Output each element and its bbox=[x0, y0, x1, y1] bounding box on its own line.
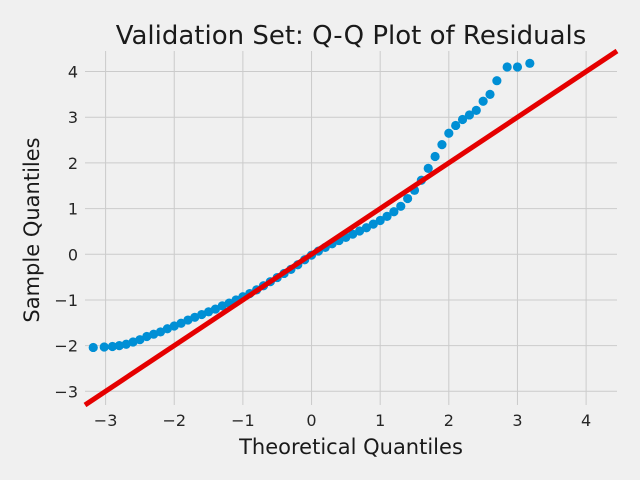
y-tick-label: −3 bbox=[54, 382, 78, 401]
residual-point bbox=[155, 327, 166, 337]
y-axis-title: Sample Quantiles bbox=[20, 137, 44, 322]
residual-point bbox=[437, 140, 447, 150]
residual-point bbox=[430, 151, 440, 162]
y-tick-label: −1 bbox=[54, 291, 78, 310]
x-tick-label: 4 bbox=[581, 411, 591, 430]
x-tick-label: −3 bbox=[94, 411, 118, 430]
residual-point bbox=[368, 219, 378, 229]
residual-point bbox=[478, 96, 488, 106]
reference-line bbox=[83, 48, 619, 408]
residual-point bbox=[135, 335, 145, 345]
residual-point bbox=[502, 62, 512, 72]
residual-point bbox=[471, 105, 481, 115]
grid bbox=[85, 51, 617, 405]
x-tick-label: 3 bbox=[512, 411, 522, 430]
residual-point bbox=[210, 304, 221, 314]
residual-point bbox=[382, 211, 392, 221]
residual-point bbox=[88, 342, 98, 353]
x-tick-label: 0 bbox=[306, 411, 316, 430]
x-axis-title: Theoretical Quantiles bbox=[238, 435, 463, 459]
y-tick-label: 0 bbox=[68, 245, 78, 264]
y-tick-label: 2 bbox=[68, 154, 78, 173]
y-tick-label: 3 bbox=[68, 108, 78, 127]
residual-point bbox=[396, 201, 406, 211]
residual-point bbox=[485, 89, 495, 99]
x-tick-label: −1 bbox=[231, 411, 255, 430]
residual-point bbox=[403, 193, 413, 204]
residual-point bbox=[492, 76, 502, 86]
residual-point bbox=[375, 215, 385, 226]
residual-point bbox=[525, 58, 535, 68]
residual-point bbox=[512, 62, 523, 72]
tick-labels: −3 −2 −1 0 1 2 3 4 −3 −2 −1 0 1 2 3 4 bbox=[54, 63, 591, 430]
residual-point bbox=[354, 226, 365, 236]
residual-point bbox=[444, 128, 454, 138]
residual-point bbox=[457, 114, 468, 125]
residual-point bbox=[107, 341, 118, 352]
y-tick-label: −2 bbox=[54, 337, 78, 356]
x-tick-label: 1 bbox=[375, 411, 385, 430]
residual-point bbox=[176, 318, 186, 328]
residual-point bbox=[423, 163, 433, 173]
residual-point bbox=[451, 120, 461, 131]
residual-point bbox=[348, 229, 358, 239]
x-tick-label: 2 bbox=[444, 411, 454, 430]
residual-point bbox=[361, 223, 372, 233]
reference-line-group bbox=[83, 48, 619, 408]
y-tick-label: 1 bbox=[68, 200, 78, 219]
chart-title: Validation Set: Q-Q Plot of Residuals bbox=[116, 21, 587, 51]
residual-point bbox=[99, 342, 109, 352]
x-tick-label: −2 bbox=[162, 411, 186, 430]
residual-point bbox=[114, 341, 124, 351]
residual-point bbox=[389, 207, 399, 217]
residual-point bbox=[464, 110, 475, 120]
y-tick-label: 4 bbox=[68, 63, 78, 82]
